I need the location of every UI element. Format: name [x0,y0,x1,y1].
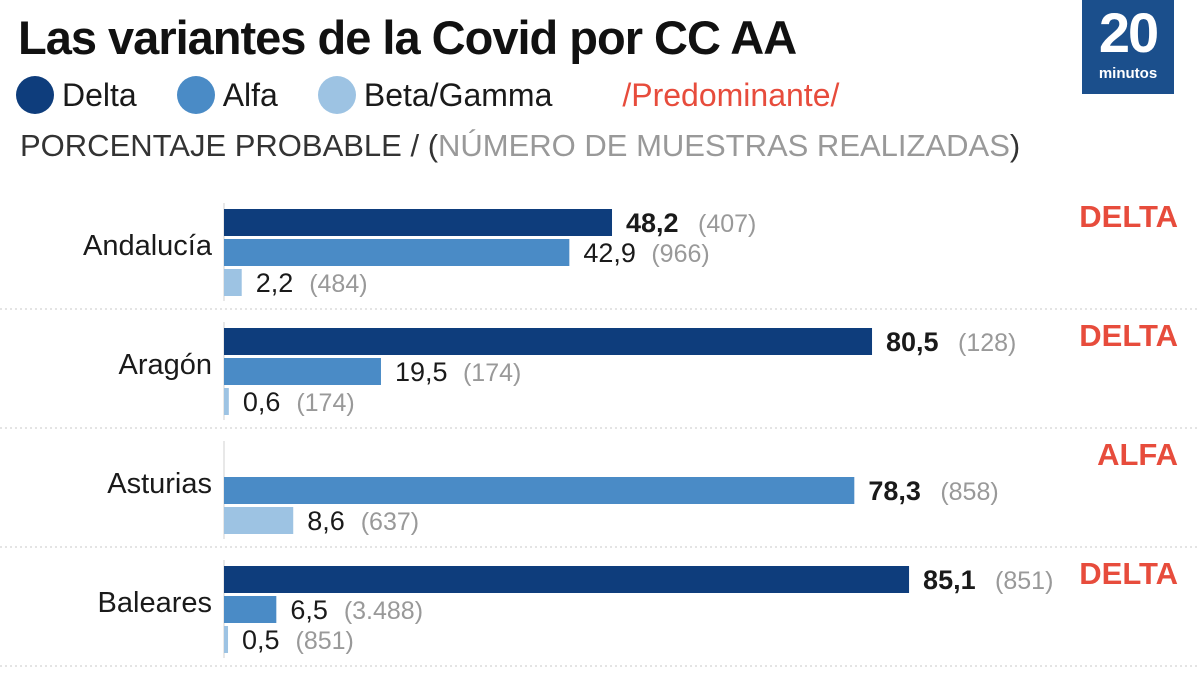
bar-samples-label: (966) [651,240,709,268]
subtitle-main: PORCENTAJE PROBABLE / ( [20,128,439,163]
bar-alfa [224,358,381,385]
bar-samples-label: (174) [463,359,521,387]
logo-number: 20 [1098,1,1159,64]
subtitle-samples: NÚMERO DE MUESTRAS REALIZADAS [438,128,1010,163]
bar-samples-label: (637) [361,508,419,536]
region-label: Baleares [98,587,212,619]
region-group: Andalucía DELTA 48,2 (407) 42,9 (966) 2,2 (484) [0,199,1200,310]
bar-beta-gamma [224,507,294,534]
bar-alfa [224,239,570,266]
legend-item-alfa: Alfa [176,76,278,114]
legend-label-beta-gamma: Beta/Gamma [363,76,553,113]
bar-value-label: 78,3 [868,476,921,506]
bar-samples-label: (851) [296,627,354,655]
chart-title: Las variantes de la Covid por CC AA [18,11,797,64]
bar-value-label: 2,2 [256,268,294,298]
bar-value-label: 48,2 [626,208,679,238]
predominant-label: DELTA [1079,199,1178,234]
predominant-legend: /Predominante/ [622,76,840,113]
region-label: Aragón [118,349,212,381]
region-group: Aragón DELTA 80,5 (128) 19,5 (174) 0,6 (174) [0,318,1200,429]
legend-swatch-alfa [176,76,215,114]
bar-beta-gamma [224,269,242,296]
legend-label-alfa: Alfa [222,76,278,113]
region-label: Andalucía [83,230,213,262]
bar-value-label: 19,5 [395,357,448,387]
predominant-label: ALFA [1097,437,1178,472]
bar-alfa [224,477,855,504]
bar-samples-label: (174) [296,389,354,417]
brand-logo: 20 minutos [1082,0,1174,94]
region-label: Asturias [107,468,212,500]
bar-value-label: 42,9 [583,238,636,268]
bar-samples-label: (484) [309,270,367,298]
logo-word: minutos [1098,65,1158,82]
legend-swatch-beta-gamma [317,76,356,114]
predominant-label: DELTA [1079,556,1178,591]
legend-label-delta: Delta [62,76,137,113]
bar-value-label: 6,5 [290,595,328,625]
bar-samples-label: (858) [940,478,998,506]
bar-samples-label: (3.488) [344,597,423,625]
legend: Delta Alfa Beta/Gamma /Predominante/ [16,72,839,118]
subtitle-close: ) [1009,128,1021,163]
bar-delta [224,566,910,593]
bar-value-label: 80,5 [886,327,939,357]
bar-beta-gamma [224,388,229,415]
bar-value-label: 8,6 [307,506,345,536]
bar-samples-label: (128) [958,329,1016,357]
bar-value-label: 0,5 [242,625,280,655]
bar-delta [224,209,613,236]
bar-value-label: 0,6 [243,387,281,417]
chart-subtitle: PORCENTAJE PROBABLE / (NÚMERO DE MUESTRA… [20,128,1020,164]
bar-alfa [224,596,277,623]
predominant-label: DELTA [1079,318,1178,353]
bar-delta [224,328,873,355]
bar-samples-label: (407) [698,210,756,238]
legend-item-delta: Delta [16,76,137,114]
bar-samples-label: (851) [995,567,1053,595]
legend-swatch-delta [16,76,54,114]
bar-value-label: 85,1 [923,565,976,595]
legend-item-beta-gamma: Beta/Gamma [317,76,553,114]
region-group: Asturias ALFA 78,3 (858) 8,6 (637) [0,437,1200,548]
bar-beta-gamma [224,626,229,653]
